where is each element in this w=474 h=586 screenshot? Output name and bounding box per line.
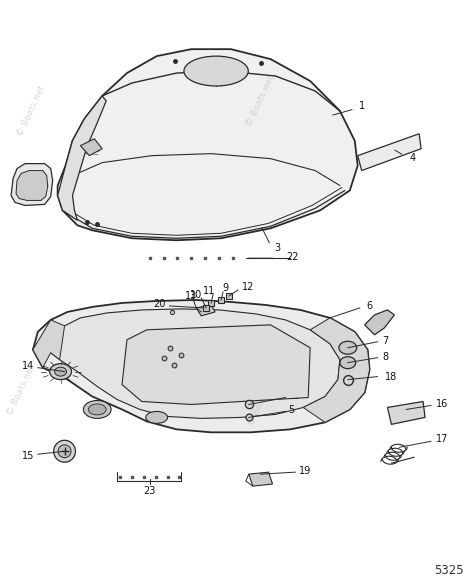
Text: 22: 22 (286, 252, 299, 262)
Ellipse shape (58, 445, 71, 458)
Text: 11: 11 (203, 286, 215, 296)
Text: 4: 4 (409, 152, 415, 163)
Text: 20: 20 (154, 299, 166, 309)
Polygon shape (358, 134, 421, 171)
Polygon shape (387, 401, 425, 424)
Ellipse shape (50, 364, 72, 380)
Text: 19: 19 (299, 466, 311, 476)
Ellipse shape (88, 404, 106, 415)
Text: © Boats.net: © Boats.net (247, 373, 278, 427)
Polygon shape (16, 171, 48, 200)
Text: 16: 16 (436, 400, 448, 410)
Polygon shape (58, 49, 358, 240)
Polygon shape (11, 163, 53, 206)
Polygon shape (303, 318, 370, 423)
Text: © Boats.net: © Boats.net (245, 74, 276, 128)
Text: 9: 9 (222, 283, 228, 293)
Polygon shape (58, 96, 106, 220)
Text: 23: 23 (144, 486, 156, 496)
Text: 14: 14 (22, 360, 34, 371)
Polygon shape (365, 310, 394, 335)
Ellipse shape (146, 411, 168, 423)
Polygon shape (81, 139, 102, 156)
Text: 7: 7 (383, 336, 389, 346)
Text: 12: 12 (242, 282, 254, 292)
Text: © Boats.net: © Boats.net (5, 363, 36, 417)
Text: 5: 5 (288, 406, 294, 415)
Polygon shape (122, 325, 310, 404)
Polygon shape (249, 472, 273, 486)
Text: 2: 2 (22, 176, 28, 186)
Ellipse shape (339, 341, 357, 354)
Text: © Boats.net: © Boats.net (15, 84, 46, 138)
Ellipse shape (55, 367, 66, 376)
Text: 15: 15 (22, 451, 34, 461)
Polygon shape (33, 300, 370, 432)
Ellipse shape (83, 400, 111, 418)
Ellipse shape (340, 357, 356, 369)
Text: 13: 13 (185, 291, 198, 301)
Polygon shape (33, 320, 64, 367)
Text: 10: 10 (190, 290, 202, 300)
Text: 5325: 5325 (434, 564, 464, 577)
Text: 6: 6 (366, 301, 373, 311)
Ellipse shape (184, 56, 248, 86)
Ellipse shape (54, 440, 75, 462)
Text: 8: 8 (383, 352, 389, 362)
Polygon shape (196, 305, 215, 316)
Text: 1: 1 (359, 101, 365, 111)
Text: 18: 18 (385, 372, 398, 381)
Polygon shape (48, 309, 340, 418)
Text: 21: 21 (287, 390, 300, 400)
Text: 3: 3 (274, 243, 281, 253)
Text: 17: 17 (436, 434, 448, 444)
